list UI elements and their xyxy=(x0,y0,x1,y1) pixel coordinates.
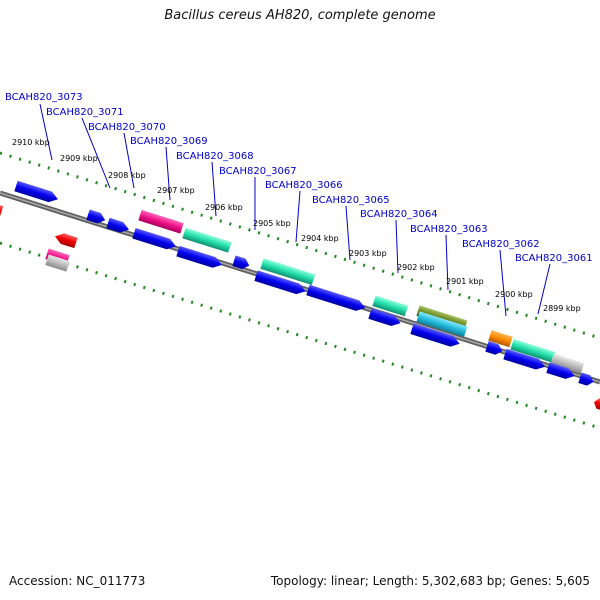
cog-feature-shape xyxy=(510,339,556,363)
cds-gene[interactable] xyxy=(503,348,546,372)
cog-feature[interactable] xyxy=(510,339,556,363)
cds-gene[interactable] xyxy=(306,284,367,314)
ruler-label: 2901 kbp xyxy=(446,277,484,286)
ruler-label: 2899 kbp xyxy=(543,304,581,313)
cds-gene-shape xyxy=(14,180,58,203)
leader-line xyxy=(211,161,217,217)
cog-feature[interactable] xyxy=(45,254,70,272)
cog-feature-shape xyxy=(138,209,184,234)
cog-feature[interactable] xyxy=(260,258,316,286)
gene-labels: BCAH820_3073 BCAH820_3071 BCAH820_3070 B… xyxy=(5,92,593,317)
cog-feature[interactable] xyxy=(550,353,585,374)
cds-gene[interactable] xyxy=(410,323,461,350)
cds-gene[interactable] xyxy=(176,245,223,270)
cds-gene-shape xyxy=(86,209,106,224)
ruler-label: 2908 kbp xyxy=(108,171,146,180)
cds-gene[interactable] xyxy=(232,255,251,270)
cds-gene-shape xyxy=(410,323,460,347)
cog-feature[interactable] xyxy=(372,295,409,317)
leader-line xyxy=(395,219,399,274)
cds-gene[interactable] xyxy=(578,372,595,387)
leader-line xyxy=(345,205,351,261)
cds-gene[interactable] xyxy=(485,341,504,356)
gene-label[interactable]: BCAH820_3071 xyxy=(46,107,124,118)
cog-feature-shape xyxy=(488,330,513,348)
leader-line xyxy=(81,117,111,189)
rna-gene[interactable] xyxy=(592,397,600,411)
gene-label[interactable]: BCAH820_3067 xyxy=(219,166,297,177)
leader-line xyxy=(165,146,171,201)
cog-feature-shape xyxy=(372,295,409,317)
cds-gene-shape xyxy=(176,245,222,268)
cds-gene-shape xyxy=(546,362,575,379)
rna-gene[interactable] xyxy=(0,203,4,217)
gene-label[interactable]: BCAH820_3063 xyxy=(410,224,488,235)
gene-label[interactable]: BCAH820_3068 xyxy=(176,151,254,162)
cds-gene-shape xyxy=(106,217,129,233)
leader-line xyxy=(537,263,551,315)
cog-feature-shape xyxy=(260,258,316,286)
rna-gene-shape xyxy=(594,398,600,411)
cds-gene[interactable] xyxy=(106,217,130,235)
cog-feature-shape xyxy=(416,311,468,337)
leader-line xyxy=(445,234,449,291)
cds-gene[interactable] xyxy=(86,209,106,225)
cds-gene-shape xyxy=(578,372,594,386)
ruler-label: 2905 kbp xyxy=(253,219,291,228)
cds-gene-shape xyxy=(132,227,176,250)
gene-label[interactable]: BCAH820_3070 xyxy=(88,122,166,133)
rna-gene-shape xyxy=(55,233,78,249)
gene-label[interactable]: BCAH820_3062 xyxy=(462,239,540,250)
gene-label[interactable]: BCAH820_3066 xyxy=(265,180,343,191)
ruler-label: 2900 kbp xyxy=(495,290,533,299)
ruler-labels: 2910 kbp 2909 kbp 2908 kbp 2907 kbp 2906… xyxy=(12,138,581,313)
genome-summary-text: Topology: linear; Length: 5,302,683 bp; … xyxy=(270,574,590,588)
cog-feature-shape xyxy=(182,227,232,253)
leader-line xyxy=(499,249,507,317)
cds-gene-shape xyxy=(368,308,401,327)
rna-gene[interactable] xyxy=(53,231,78,249)
gene-label[interactable]: BCAH820_3069 xyxy=(130,136,208,147)
cog-feature[interactable] xyxy=(182,227,232,253)
leader-line xyxy=(123,132,135,189)
ruler-label: 2907 kbp xyxy=(157,186,195,195)
cds-gene[interactable] xyxy=(368,308,402,328)
cog-feature[interactable] xyxy=(416,311,468,337)
cds-gene-shape xyxy=(232,255,250,270)
ruler-label: 2904 kbp xyxy=(301,234,339,243)
cds-gene[interactable] xyxy=(254,270,307,296)
ruler-label: 2902 kbp xyxy=(397,263,435,272)
gene-label[interactable]: BCAH820_3064 xyxy=(360,209,438,220)
cog-feature-shape xyxy=(550,353,585,374)
cds-gene[interactable] xyxy=(132,227,177,252)
gene-features xyxy=(0,180,600,411)
gene-label[interactable]: BCAH820_3065 xyxy=(312,195,390,206)
cog-feature-shape xyxy=(45,254,70,272)
cds-gene-shape xyxy=(306,284,366,311)
map-title: Bacillus cereus AH820, complete genome xyxy=(164,8,436,23)
gene-label[interactable]: BCAH820_3061 xyxy=(515,253,593,264)
cds-gene[interactable] xyxy=(14,180,59,205)
cds-gene[interactable] xyxy=(546,362,576,381)
gene-label[interactable]: BCAH820_3073 xyxy=(5,92,83,103)
leader-line xyxy=(295,190,301,243)
rna-gene-shape xyxy=(0,204,4,217)
cds-gene-shape xyxy=(485,341,503,355)
cds-gene-shape xyxy=(503,348,546,370)
cog-feature[interactable] xyxy=(138,209,184,234)
ruler-label: 2910 kbp xyxy=(12,138,50,147)
cds-gene-shape xyxy=(254,270,306,295)
cog-feature[interactable] xyxy=(488,330,513,348)
leader-line xyxy=(39,103,53,161)
ruler-label: 2909 kbp xyxy=(60,154,98,163)
ruler-label: 2906 kbp xyxy=(205,203,243,212)
ruler-label: 2903 kbp xyxy=(349,249,387,258)
accession-text: Accession: NC_011773 xyxy=(9,574,146,588)
